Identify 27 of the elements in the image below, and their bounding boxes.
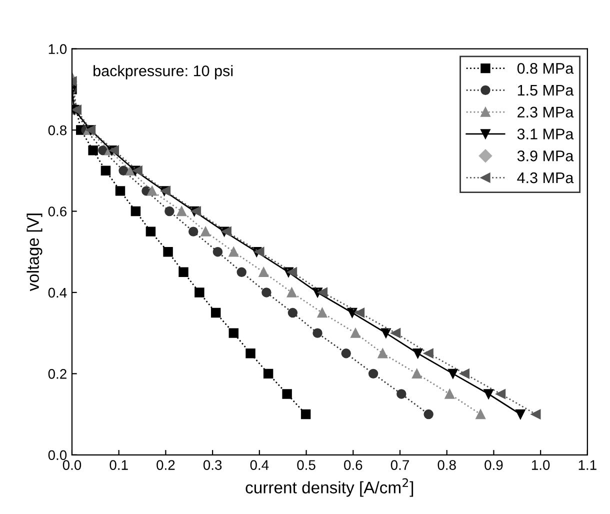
x-tick-label: 1.1 [578, 460, 596, 470]
y-tick-label: 1.0 [48, 44, 67, 54]
x-tick-label: 0.8 [438, 460, 456, 470]
x-tick-label: 0.6 [344, 460, 362, 470]
x-tick-label: 0.9 [484, 460, 503, 470]
legend-label: 3.9 MPa [517, 150, 574, 162]
y-tick-label: 0.6 [48, 206, 67, 216]
x-tick-label: 0.5 [297, 460, 316, 470]
y-axis-title: voltage [V] [26, 214, 42, 292]
y-tick-label: 0.4 [48, 288, 67, 298]
x-tick-label: 0.7 [390, 460, 409, 470]
y-tick-label: 0.8 [48, 125, 67, 136]
x-tick-label: 1.0 [532, 460, 550, 470]
x-tick-label: 0.0 [62, 460, 82, 470]
legend-label: 3.1 MPa [517, 128, 574, 140]
x-tick-label: 0.4 [250, 460, 269, 470]
y-tick-label: 0.0 [48, 450, 67, 460]
legend-label: 0.8 MPa [517, 62, 574, 74]
x-axis-title: current density [A/cm$^{2}$] [246, 478, 414, 497]
legend-label: 2.3 MPa [518, 106, 574, 118]
annotation: backpressure: 10 psi [94, 65, 233, 80]
y-tick-label: 0.2 [48, 369, 66, 379]
legend-label: 4.3 MPa [517, 172, 574, 184]
x-tick-label: 0.3 [203, 460, 222, 470]
legend-label: 1.5 MPa [518, 85, 574, 96]
x-tick-label: 0.2 [156, 460, 175, 470]
x-tick-label: 0.1 [110, 460, 128, 470]
